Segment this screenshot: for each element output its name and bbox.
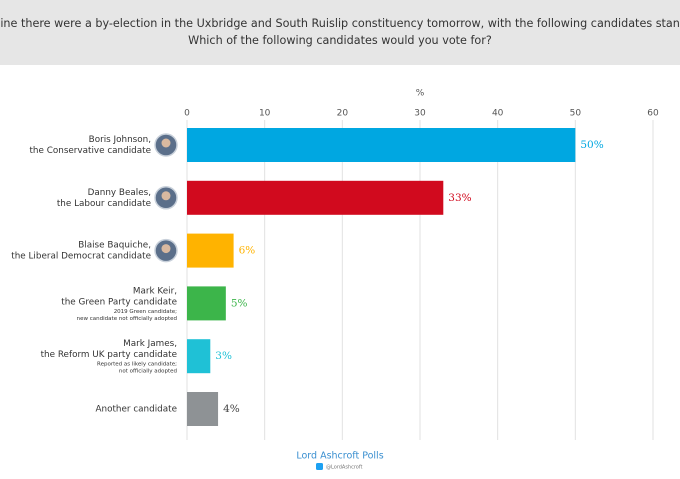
value-label: 5%	[231, 297, 248, 309]
x-tick-label: 40	[492, 109, 504, 119]
category-note: Reported as likely candidate;	[97, 362, 177, 368]
bar	[187, 233, 234, 268]
category-label: Another candidate	[96, 405, 178, 415]
twitter-icon	[316, 463, 323, 470]
bar	[187, 339, 211, 374]
category-label: Danny Beales,	[88, 188, 151, 198]
axis-label: %	[416, 89, 425, 99]
category-label: Blaise Baquiche,	[78, 241, 151, 251]
value-label: 50%	[580, 139, 603, 151]
value-label: 3%	[215, 350, 232, 362]
value-label: 33%	[448, 192, 471, 204]
category-note: new candidate not officially adopted	[77, 316, 177, 322]
bar	[187, 392, 219, 426]
handle: @LordAshcroft	[326, 465, 363, 471]
category-label: the Conservative candidate	[29, 146, 151, 156]
category-label: Mark Keir,	[133, 286, 177, 296]
value-label: 4%	[223, 403, 240, 415]
x-tick-label: 10	[259, 109, 271, 119]
title-line: Imagine there were a by-election in the …	[0, 17, 680, 30]
x-tick-label: 50	[570, 109, 582, 119]
category-label: the Liberal Democrat candidate	[11, 252, 151, 262]
x-tick-label: 20	[337, 109, 349, 119]
value-label: 6%	[239, 245, 256, 257]
category-label: Mark James,	[123, 339, 177, 349]
category-note: not officially adopted	[119, 369, 177, 375]
source: Lord Ashcroft Polls	[296, 451, 383, 462]
x-tick-label: 30	[414, 109, 426, 119]
category-label: the Green Party candidate	[61, 297, 177, 307]
candidate-photo-face	[161, 138, 171, 148]
category-note: 2019 Green candidate;	[114, 309, 177, 315]
x-tick-label: 0	[184, 109, 190, 119]
x-tick-label: 60	[647, 109, 659, 119]
category-label: the Labour candidate	[57, 199, 151, 209]
candidate-photo-face	[161, 244, 171, 254]
title-line: Which of the following candidates would …	[188, 34, 492, 47]
bar	[187, 180, 444, 215]
bar	[187, 286, 226, 321]
header-band	[0, 0, 680, 65]
candidate-photo-face	[161, 191, 171, 201]
bar	[187, 128, 576, 162]
category-label: Boris Johnson,	[89, 135, 151, 145]
category-label: the Reform UK party candidate	[41, 350, 177, 360]
